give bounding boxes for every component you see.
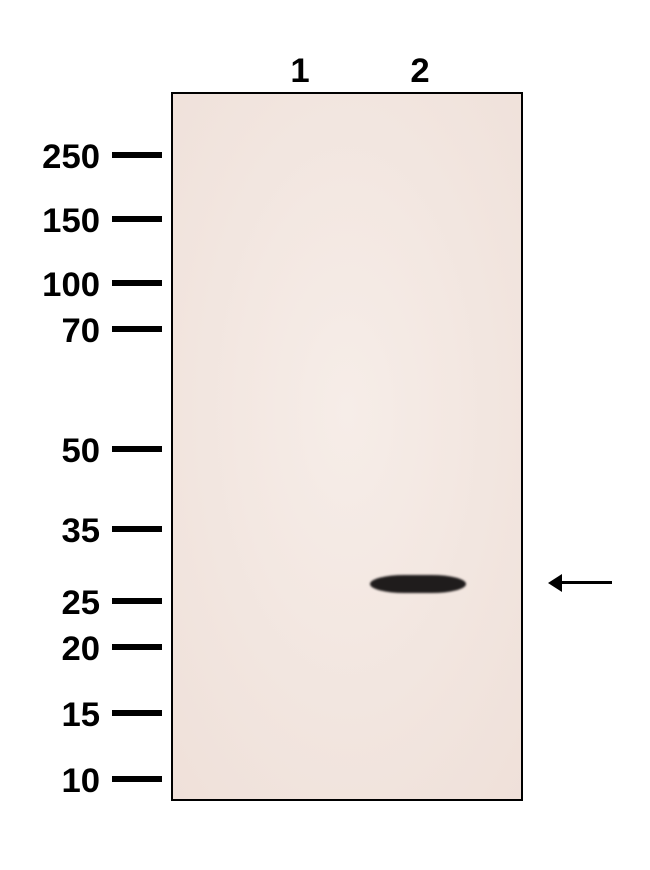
marker-tick: [112, 776, 162, 782]
marker-label: 50: [20, 432, 100, 471]
lane-label-1: 1: [280, 52, 320, 91]
marker-label: 100: [20, 266, 100, 305]
marker-tick: [112, 446, 162, 452]
marker-tick: [112, 644, 162, 650]
marker-label: 15: [20, 696, 100, 735]
protein-band-lane2: [370, 575, 466, 593]
marker-label: 35: [20, 512, 100, 551]
marker-tick: [112, 216, 162, 222]
wb-figure: { "figure": { "type": "western-blot", "w…: [0, 0, 650, 870]
marker-label: 10: [20, 762, 100, 801]
blot-background: [172, 93, 522, 800]
marker-tick: [112, 152, 162, 158]
lane-label-2: 2: [400, 52, 440, 91]
arrow-shaft: [560, 581, 612, 584]
marker-label: 70: [20, 312, 100, 351]
arrow-head-icon: [548, 574, 562, 592]
marker-tick: [112, 326, 162, 332]
marker-label: 20: [20, 630, 100, 669]
marker-tick: [112, 280, 162, 286]
marker-label: 250: [20, 138, 100, 177]
marker-label: 150: [20, 202, 100, 241]
marker-label: 25: [20, 584, 100, 623]
marker-tick: [112, 526, 162, 532]
marker-tick: [112, 710, 162, 716]
marker-tick: [112, 598, 162, 604]
